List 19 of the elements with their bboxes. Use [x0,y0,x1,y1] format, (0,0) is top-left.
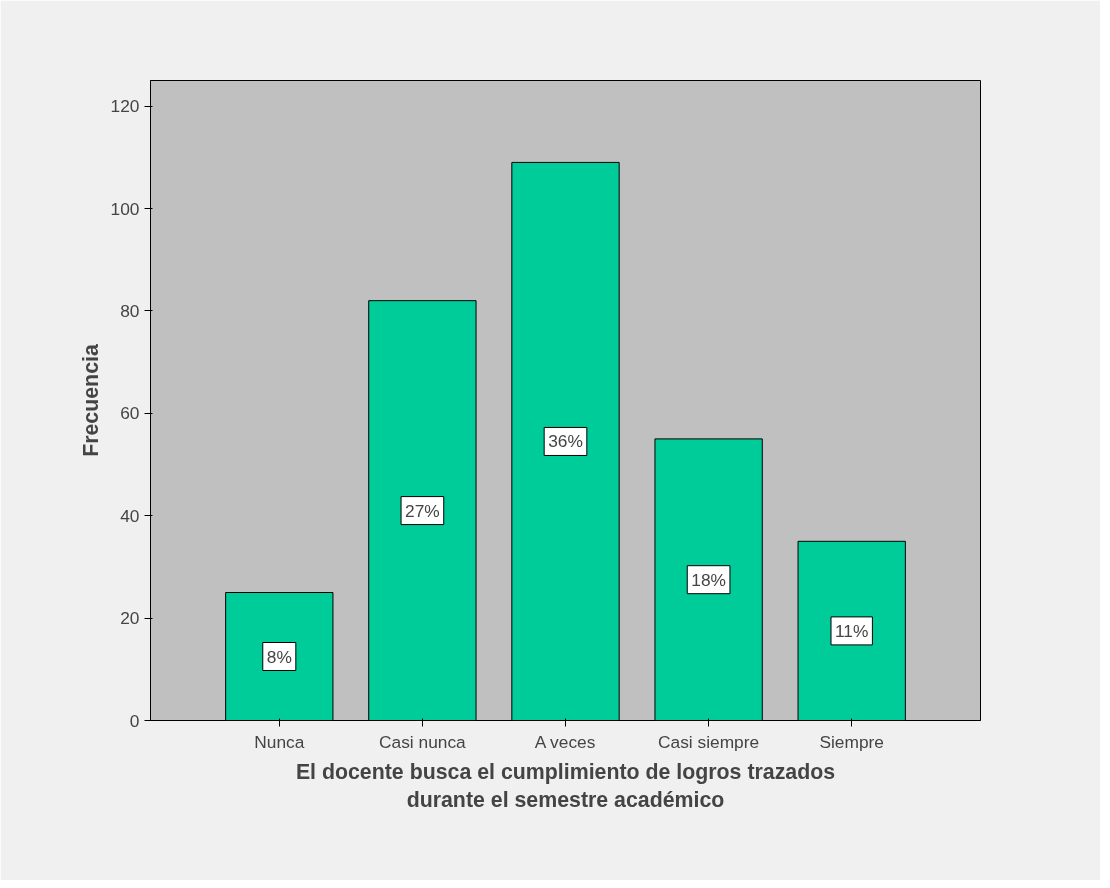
y-tick-label: 0 [129,710,140,731]
annotation: 11% [835,620,869,641]
y-tick-label: 80 [120,300,140,321]
x-tick-label: Nunca [254,731,305,752]
x-tick-label: Casi nunca [379,731,467,752]
x-tick-label: Casi siempre [658,731,760,752]
annotation: 27% [405,500,440,521]
y-tick-label: 100 [110,198,140,219]
y-tick-label: 120 [110,96,140,117]
x-axis-title: El docente busca el cumplimiento de logros trazados durante el semestre académico [295,759,836,813]
x-tick-label: A veces [534,731,596,752]
annotation: 8% [266,646,292,667]
y-tick-label: 20 [120,608,140,629]
y-tick-label: 60 [120,403,140,424]
annotation: 36% [548,431,583,452]
y-axis-title: Frecuencia [78,344,103,457]
y-tick-label: 40 [120,505,140,526]
annotation: 18% [691,569,726,590]
x-tick-label: Siempre [819,731,884,752]
